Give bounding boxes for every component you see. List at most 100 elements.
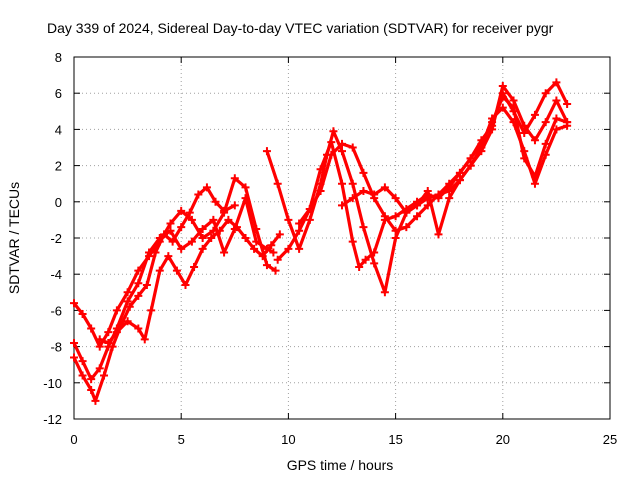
data-point (391, 234, 400, 242)
data-point (530, 110, 539, 119)
series-line (340, 106, 569, 236)
data-point (402, 223, 411, 232)
data-point (100, 371, 109, 380)
data-point (327, 138, 336, 147)
data-point (391, 212, 400, 221)
data-point (305, 205, 314, 214)
x-tick-label: 10 (281, 432, 295, 447)
y-tick-label: 0 (55, 195, 62, 210)
data-point (563, 121, 572, 130)
data-point (160, 230, 169, 239)
data-point (541, 89, 550, 98)
data-point (70, 299, 78, 308)
series-line (276, 84, 569, 262)
data-point (380, 183, 389, 192)
data-point (498, 103, 507, 112)
data-point (134, 266, 143, 275)
data-point (220, 248, 229, 257)
chart-title: Day 339 of 2024, Sidereal Day-to-day VTE… (47, 20, 554, 36)
series-track-4 (95, 215, 284, 347)
data-point (241, 183, 250, 192)
data-point (273, 255, 282, 264)
data-point (215, 226, 224, 235)
data-point (258, 252, 267, 261)
data-point (168, 237, 177, 246)
data-point (488, 114, 497, 123)
x-tick-label: 25 (603, 432, 617, 447)
series-line (265, 80, 569, 294)
data-point (520, 129, 529, 138)
data-point (370, 248, 379, 257)
data-point (91, 396, 100, 405)
data-point (509, 96, 518, 105)
data-point (338, 139, 346, 148)
data-point (241, 234, 250, 242)
data-point (530, 179, 539, 188)
data-point (187, 237, 196, 246)
data-point (370, 190, 379, 199)
data-point (207, 234, 216, 242)
data-point (380, 288, 389, 297)
data-point (445, 194, 454, 203)
data-point (541, 139, 550, 148)
series-line (98, 218, 282, 345)
data-point (552, 125, 561, 134)
y-tick-label: 2 (55, 159, 62, 174)
data-point (552, 114, 561, 123)
data-point (140, 335, 149, 344)
data-point (552, 96, 561, 105)
data-point (445, 183, 454, 192)
y-axis-label: SDTVAR / TECUs (6, 182, 22, 294)
y-tick-label: -6 (50, 303, 62, 318)
data-point (112, 328, 121, 337)
data-point (520, 147, 529, 156)
data-point (95, 342, 104, 351)
data-point (209, 215, 218, 224)
data-point (329, 127, 338, 136)
data-point (190, 262, 199, 271)
data-point (295, 219, 304, 228)
data-point (112, 306, 121, 315)
data-point (477, 143, 486, 152)
data-point (123, 297, 132, 306)
data-point (262, 261, 271, 270)
data-point (87, 375, 96, 384)
data-point (269, 248, 278, 257)
data-point (295, 226, 304, 235)
data-point (380, 215, 389, 224)
data-point (142, 281, 151, 290)
data-point (151, 248, 160, 257)
data-point (348, 143, 357, 152)
y-tick-label: -4 (50, 267, 62, 282)
data-point (563, 100, 572, 109)
x-tick-label: 20 (496, 432, 510, 447)
data-point (541, 150, 550, 159)
x-tick-label: 15 (388, 432, 402, 447)
y-tick-label: -10 (43, 376, 62, 391)
y-tick-label: 8 (55, 50, 62, 65)
data-point (275, 230, 284, 239)
data-point (423, 186, 432, 195)
data-point (177, 206, 186, 215)
x-tick-label: 0 (70, 432, 77, 447)
data-point (305, 215, 314, 224)
data-point (164, 252, 173, 261)
data-point (455, 176, 464, 185)
data-point (338, 201, 346, 210)
data-point (361, 255, 370, 264)
data-point (177, 223, 186, 232)
data-point (271, 266, 280, 275)
data-point (338, 147, 346, 156)
data-point (95, 335, 104, 344)
data-point (78, 371, 87, 380)
data-point (413, 212, 422, 221)
data-point (391, 194, 400, 203)
data-point (250, 244, 259, 253)
data-point (316, 186, 325, 195)
data-point (172, 266, 181, 275)
x-axis-label: GPS time / hours (287, 457, 394, 473)
data-point (455, 168, 464, 177)
data-point (78, 357, 87, 366)
data-point (541, 118, 550, 127)
